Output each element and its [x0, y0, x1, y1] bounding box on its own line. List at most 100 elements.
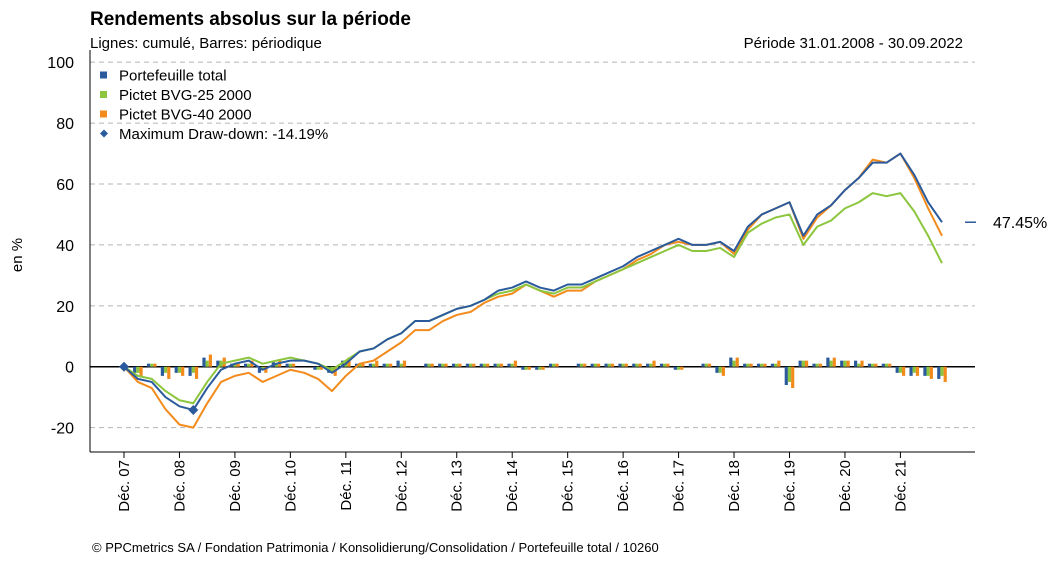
period-bar: [760, 363, 764, 367]
period-bar: [513, 360, 518, 367]
x-tick-label: Déc. 19: [781, 460, 798, 512]
period-bar: [385, 363, 390, 367]
period-bar: [593, 363, 597, 367]
period-bar: [909, 366, 913, 376]
period-bar: [163, 366, 168, 373]
period-bar: [756, 363, 761, 367]
period-bar: [208, 354, 212, 367]
period-bar: [177, 366, 182, 373]
period-bar: [548, 363, 553, 367]
period-bar: [438, 363, 442, 367]
period-bar: [818, 363, 823, 367]
period-bar: [524, 366, 528, 370]
x-tick-label: Déc. 16: [615, 460, 632, 512]
period-bar: [368, 363, 372, 367]
period-bar: [538, 366, 542, 370]
period-bar: [167, 366, 171, 379]
period-bar: [181, 366, 185, 376]
chart-title: Rendements absolus sur la période: [90, 9, 411, 30]
period-bar: [153, 363, 157, 367]
period-bar: [579, 363, 584, 367]
period-bar: [133, 366, 137, 373]
period-bar: [929, 366, 933, 379]
period-bar: [604, 363, 608, 367]
period-bar: [271, 360, 275, 367]
y-tick-label: 40: [56, 238, 74, 255]
period-bar: [632, 363, 636, 367]
y-tick-label: 80: [56, 116, 74, 133]
period-bar: [784, 366, 788, 385]
period-bar: [649, 363, 653, 367]
period-bar: [482, 363, 487, 367]
period-bar: [451, 363, 456, 367]
period-bar: [707, 363, 712, 367]
period-bar: [444, 363, 448, 367]
period-bar: [804, 360, 809, 367]
period-bar: [313, 366, 317, 370]
period-bar: [888, 363, 892, 367]
period-bar: [552, 363, 556, 367]
period-bar: [646, 363, 650, 367]
period-bar: [607, 363, 611, 367]
period-bar: [136, 366, 140, 373]
period-bar: [898, 366, 903, 373]
period-bar: [770, 363, 775, 367]
x-tick-label: Déc. 20: [837, 460, 854, 512]
x-tick-label: Déc. 11: [338, 460, 355, 511]
period-bar: [319, 366, 323, 370]
period-bar: [777, 360, 781, 367]
period-bar: [652, 360, 656, 367]
period-bar: [721, 366, 725, 376]
period-bar: [735, 357, 739, 367]
period-bar: [596, 363, 601, 367]
period-bar: [926, 366, 930, 376]
period-bar: [247, 363, 251, 367]
x-tick-label: Déc. 07: [116, 460, 133, 512]
x-tick-label: Déc. 10: [282, 460, 299, 512]
period-bar: [860, 360, 864, 367]
period-bar: [659, 363, 664, 367]
period-bar: [233, 363, 237, 367]
drawdown-marker: [188, 404, 199, 415]
drawdown-marker: [119, 361, 129, 372]
period-bar: [174, 366, 178, 373]
period-bar: [139, 366, 143, 376]
legend-label: Pictet BVG-25 2000: [119, 87, 252, 104]
period-bar: [205, 360, 209, 367]
period-bar: [499, 363, 504, 367]
period-bar: [743, 363, 747, 367]
period-bar: [618, 363, 622, 367]
period-bar: [635, 363, 639, 367]
period-bar: [832, 357, 836, 367]
period-bar: [472, 363, 476, 367]
period-bar: [535, 366, 539, 370]
period-bar: [763, 363, 767, 367]
period-bar: [375, 360, 379, 367]
period-bar: [261, 366, 265, 370]
period-bar: [146, 363, 151, 367]
period-bar: [680, 366, 684, 370]
period-bar: [791, 366, 795, 389]
last-value-label: 47.45%: [993, 215, 1047, 232]
period-bar: [264, 366, 268, 373]
period-bar: [854, 360, 858, 367]
cumulative-line: [123, 192, 943, 405]
period-bar: [812, 363, 816, 367]
period-bar: [729, 357, 733, 367]
period-bar: [843, 360, 847, 367]
period-bar: [424, 363, 428, 367]
period-bar: [316, 366, 320, 370]
period-bar: [243, 363, 248, 367]
period-bar: [291, 363, 296, 367]
legend-marker: [100, 71, 107, 79]
period-bar: [194, 366, 199, 379]
period-bar: [943, 366, 947, 382]
period-bar: [510, 363, 514, 367]
period-bar: [541, 366, 545, 370]
period-bar: [915, 366, 920, 376]
period-bar: [621, 363, 625, 367]
legend-marker: [100, 110, 107, 118]
period-bar: [857, 363, 861, 367]
x-tick-label: Déc. 14: [504, 460, 521, 512]
